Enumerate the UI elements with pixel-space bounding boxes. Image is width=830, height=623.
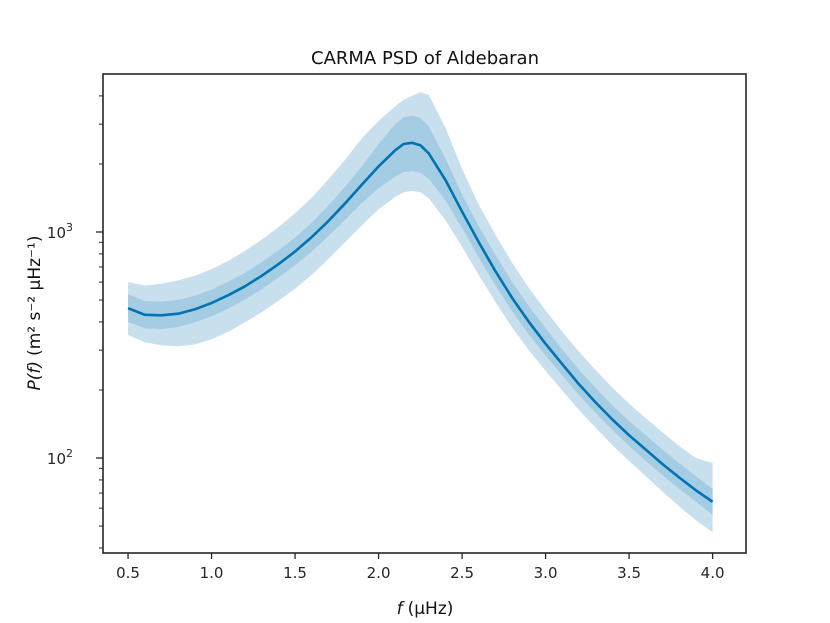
- x-tick-label: 3.5: [617, 564, 641, 582]
- x-tick-label: 4.0: [701, 564, 725, 582]
- x-tick-label: 1.0: [200, 564, 224, 582]
- x-tick-label: 3.0: [534, 564, 558, 582]
- x-tick-label: 1.5: [283, 564, 307, 582]
- x-tick-label: 0.5: [116, 564, 140, 582]
- x-axis-label: f (μHz): [397, 599, 454, 619]
- x-tick-label: 2.5: [450, 564, 474, 582]
- x-tick-label: 2.0: [367, 564, 391, 582]
- y-tick-exponent: 3: [66, 221, 73, 234]
- x-axis-unit: (μHz): [408, 599, 454, 619]
- outer-credible-band: [128, 92, 713, 533]
- x-axis-ticks: 0.5 1.0 1.5 2.0 2.5 3.0 3.5 4.0: [116, 553, 725, 582]
- y-axis-unit: (m² s⁻² μHz⁻¹): [25, 236, 45, 356]
- median-psd-line: [127, 141, 714, 503]
- y-axis-variable: P(f): [25, 361, 45, 391]
- y-tick-label: 102: [47, 447, 73, 468]
- y-tick-label: 103: [47, 221, 73, 242]
- y-tick-exponent: 2: [66, 447, 73, 460]
- credible-bands: [128, 92, 713, 533]
- x-axis-variable: f: [397, 599, 406, 619]
- chart-title: CARMA PSD of Aldebaran: [311, 48, 539, 69]
- plot-frame: [102, 73, 747, 554]
- y-axis-label: P(f) (m² s⁻² μHz⁻¹): [25, 236, 45, 391]
- y-axis-ticks: 102 103: [47, 95, 103, 549]
- median-psd-line-layer: [127, 141, 714, 503]
